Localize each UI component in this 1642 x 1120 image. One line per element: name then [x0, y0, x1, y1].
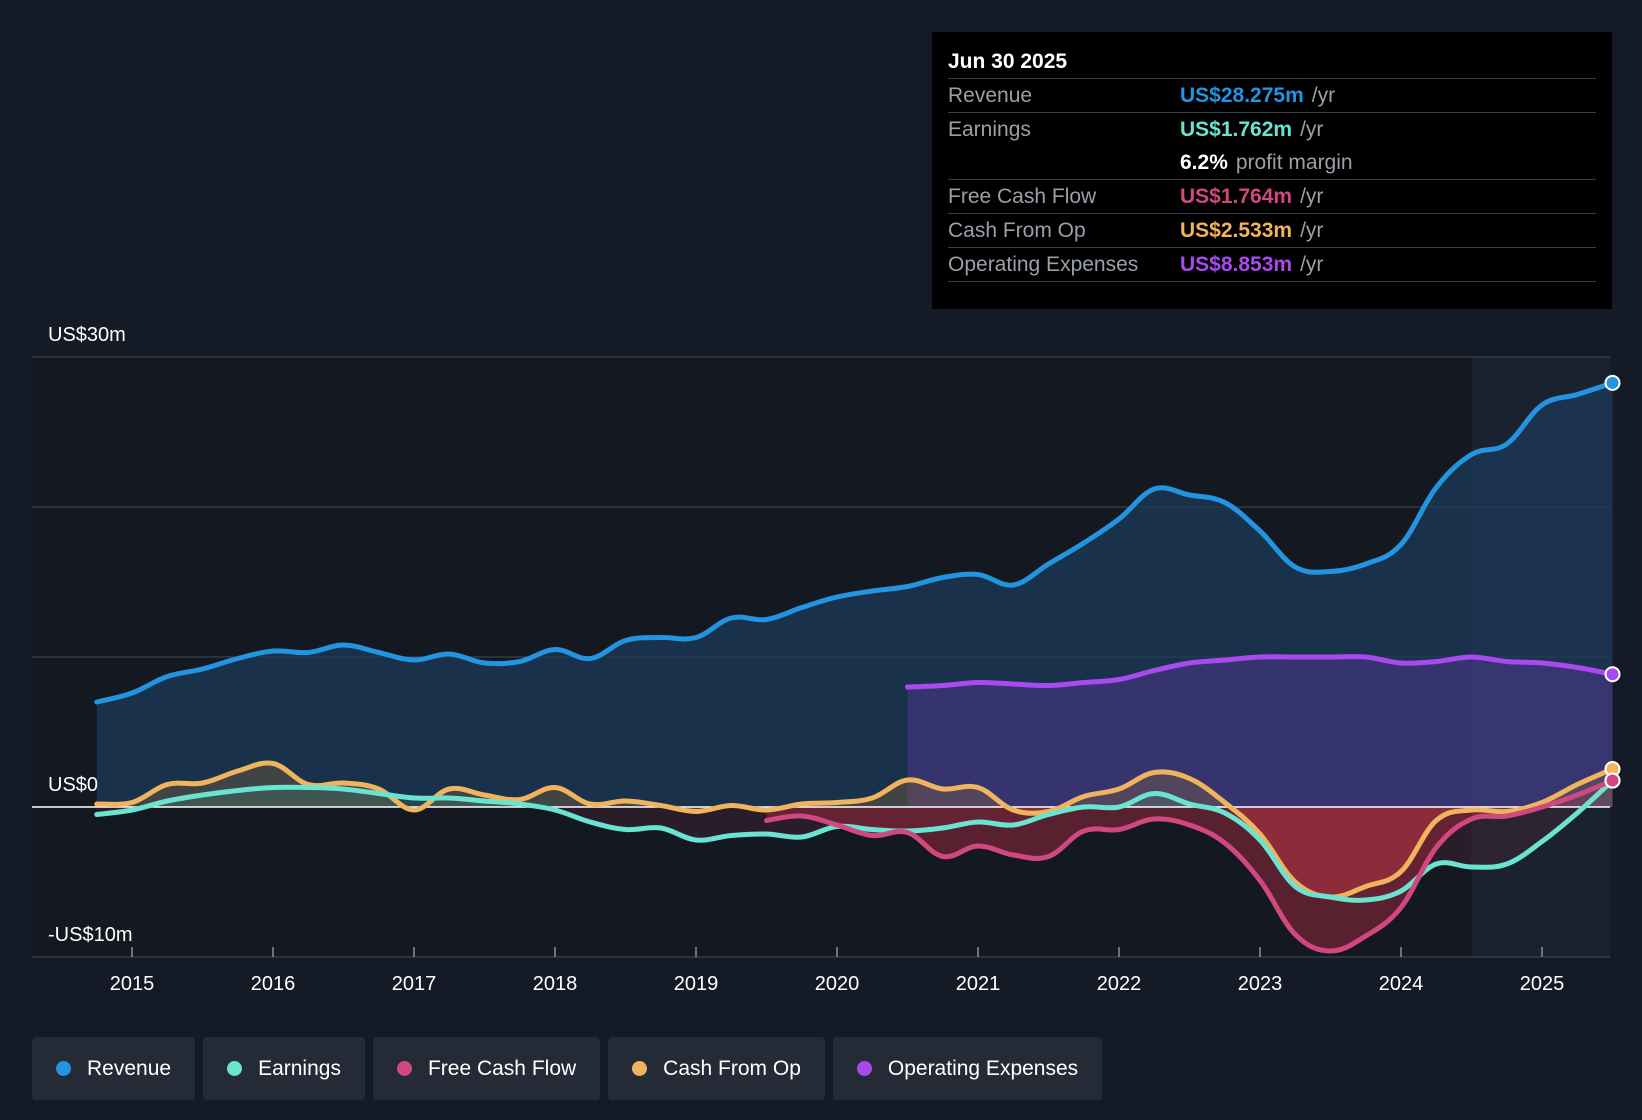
legend-label: Earnings: [258, 1056, 341, 1080]
tooltip-row-unit: /yr: [1300, 117, 1324, 141]
opex-line: [905, 654, 1615, 690]
tooltip-row-value: 6.2%: [1180, 150, 1228, 174]
x-tick-label: 2023: [1238, 973, 1283, 995]
tooltip-row-value: US$2.533m: [1180, 218, 1293, 242]
tooltip-row-unit: /yr: [1300, 184, 1324, 208]
x-tick-label: 2024: [1379, 973, 1424, 995]
legend-label: Revenue: [87, 1056, 172, 1080]
legend-item-cash-from-op[interactable]: Cash From Op: [608, 1037, 825, 1100]
fcf-end-point: [1604, 772, 1621, 789]
fcf-area-negative: [766, 807, 1613, 952]
tooltip-row: Revenue US$28.275m/yr: [948, 78, 1596, 112]
tooltip-row-label: Free Cash Flow: [948, 184, 1097, 208]
opex-end-point: [1604, 666, 1621, 683]
tooltip-row: Free Cash Flow US$1.764m/yr: [948, 179, 1596, 213]
legend-item-free-cash-flow[interactable]: Free Cash Flow: [372, 1037, 601, 1100]
legend-dot-icon: [856, 1061, 872, 1076]
earnings-line: [94, 778, 1615, 903]
fcf-line: [764, 778, 1615, 954]
tooltip-row-unit: profit margin: [1235, 150, 1353, 174]
x-tick-label: 2016: [251, 973, 296, 995]
y-axis-zero-label: US$0: [48, 774, 98, 796]
tooltip-row-unit: /yr: [1300, 252, 1324, 276]
legend-dot-icon: [632, 1061, 648, 1076]
tooltip-row: Earnings US$1.762m/yr: [948, 112, 1596, 146]
tooltip-row-label: Cash From Op: [948, 218, 1086, 242]
revenue-end-point: [1604, 374, 1621, 391]
tooltip-row-label: Operating Expenses: [948, 252, 1139, 276]
tooltip-row: Cash From Op US$2.533m/yr: [948, 213, 1596, 247]
legend-dot-icon: [56, 1061, 71, 1076]
x-tick-label: 2021: [956, 973, 1001, 995]
x-tick-label: 2025: [1520, 973, 1565, 995]
x-tick-label: 2019: [674, 973, 719, 995]
tooltip-row-value: US$28.275m: [1180, 83, 1304, 107]
x-tick-label: 2015: [110, 973, 155, 995]
legend-item-earnings[interactable]: Earnings: [203, 1037, 365, 1100]
y-axis-bottom-label: -US$10m: [48, 924, 132, 946]
legend-dot-icon: [396, 1061, 412, 1076]
legend-item-operating-expenses[interactable]: Operating Expenses: [832, 1037, 1103, 1100]
cfo-area-positive: [96, 762, 1613, 807]
legend-label: Operating Expenses: [887, 1056, 1079, 1080]
x-tick-label: 2020: [815, 973, 860, 995]
legend-label: Free Cash Flow: [427, 1056, 577, 1080]
tooltip-row-value: US$1.764m: [1180, 184, 1293, 208]
revenue-line: [94, 380, 1615, 705]
tooltip-row-unit: /yr: [1300, 218, 1324, 242]
x-tick-label: 2017: [392, 973, 437, 995]
tooltip-row-label: Revenue: [948, 83, 1033, 107]
x-tick-label: 2018: [533, 973, 578, 995]
tooltip-row: 6.2% profit margin: [948, 146, 1596, 179]
tooltip-row: Operating Expenses US$8.853m/yr: [948, 247, 1596, 282]
y-axis-top-label: US$30m: [48, 324, 126, 346]
x-axis-ticks: 2015 2016 2017 2018 2019 2020 2021 2022 2023 2024…: [110, 947, 1565, 995]
series-end-dots: [1604, 374, 1621, 789]
legend-item-revenue[interactable]: Revenue: [32, 1037, 196, 1100]
cfo-area-negative: [96, 807, 1613, 898]
series-lines: [94, 380, 1615, 954]
cfo-line: [94, 760, 1615, 900]
opex-area-positive: [907, 656, 1613, 807]
tooltip-date: Jun 30 2025: [948, 50, 1068, 73]
tooltip-row-unit: /yr: [1311, 83, 1336, 107]
x-tick-label: 2022: [1097, 973, 1142, 995]
tooltip-rows: Revenue US$28.275m/yr Earnings US$1.762m/yr…: [948, 78, 1596, 282]
tooltip-row-label: Earnings: [948, 117, 1031, 141]
tooltip-row-value: US$1.762m: [1180, 117, 1293, 141]
tooltip-row-value: US$8.853m: [1180, 252, 1293, 276]
legend-dot-icon: [227, 1061, 243, 1076]
legend-label: Cash From Op: [663, 1056, 801, 1080]
tooltip-panel: Jun 30 2025 Revenue US$28.275m/yr Earnings…: [932, 32, 1612, 309]
legend: Revenue Earnings Free Cash Flow Cash From O…: [32, 1037, 1103, 1100]
